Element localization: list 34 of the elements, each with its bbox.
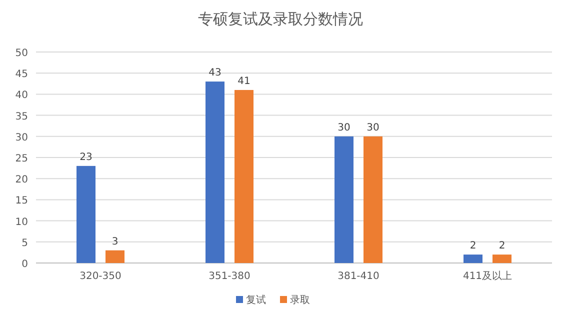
bar	[492, 254, 512, 263]
legend-label: 复试	[246, 294, 266, 306]
data-label: 3	[112, 236, 118, 248]
bar	[234, 90, 254, 263]
bar	[364, 136, 382, 263]
y-tick-label: 0	[22, 259, 28, 270]
legend-label: 录取	[290, 295, 310, 306]
x-tick-label: 381-410	[338, 271, 380, 282]
y-tick-label: 5	[22, 238, 28, 249]
x-tick-label: 351-380	[208, 271, 250, 282]
x-tick-label: 411及以上	[462, 270, 512, 282]
y-tick-label: 30	[15, 132, 28, 144]
y-tick-label: 10	[15, 216, 28, 228]
bar	[106, 250, 124, 263]
y-tick-label: 15	[15, 196, 28, 207]
bar	[464, 254, 482, 263]
y-tick-label: 40	[15, 90, 28, 102]
y-tick-label: 50	[15, 48, 28, 59]
y-tick-label: 35	[15, 111, 28, 122]
data-label: 41	[238, 76, 250, 87]
data-label: 23	[80, 152, 92, 163]
data-label: 30	[366, 122, 380, 134]
x-tick-label: 320-350	[80, 271, 122, 282]
data-label: 30	[338, 122, 350, 134]
bar	[76, 166, 96, 263]
chart-title: 专硕复试及录取分数情况	[198, 10, 363, 28]
data-label: 2	[470, 240, 476, 252]
bar	[334, 136, 354, 263]
data-label: 2	[498, 240, 506, 252]
y-tick-label: 45	[15, 69, 28, 80]
y-tick-label: 20	[15, 174, 28, 186]
bar	[206, 82, 224, 263]
y-tick-label: 25	[15, 154, 28, 164]
data-label: 43	[208, 68, 222, 79]
